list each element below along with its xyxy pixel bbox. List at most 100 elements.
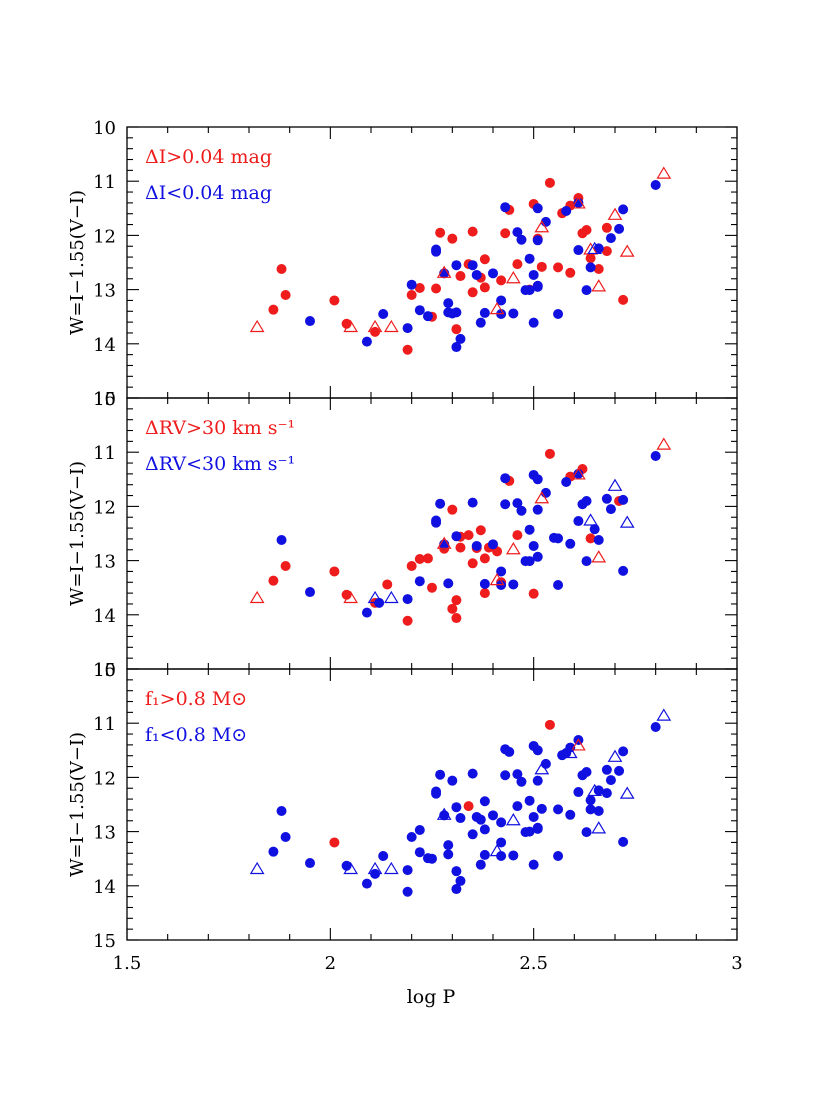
data-point-red-circle <box>593 264 604 275</box>
data-point-blue-circle <box>581 827 592 838</box>
data-point-blue-circle <box>451 531 462 542</box>
data-point-blue-circle <box>496 566 507 577</box>
data-point-blue-circle <box>431 786 442 797</box>
data-point-red-triangle <box>571 196 586 209</box>
data-point-blue-circle <box>573 245 584 256</box>
data-point-blue-circle <box>524 524 535 535</box>
data-point-blue-circle <box>280 832 291 843</box>
data-point-blue-circle <box>614 765 625 776</box>
data-point-blue-circle <box>573 787 584 798</box>
data-point-blue-circle <box>561 477 572 488</box>
data-point-blue-circle <box>443 849 454 860</box>
data-point-red-circle <box>427 582 437 593</box>
data-point-blue-circle <box>427 853 437 864</box>
data-point-blue-circle <box>443 840 454 851</box>
data-point-red-circle <box>512 530 523 541</box>
data-point-red-circle <box>601 246 612 257</box>
data-point-blue-circle <box>512 227 523 238</box>
data-point-blue-circle <box>561 206 572 217</box>
data-point-red-circle <box>479 588 490 599</box>
data-point-blue-circle <box>532 775 543 786</box>
panel-3: 10 11 12 13 14 15 W=I−1.55(V−I) f₁>0.8 M⊙ f₁<0.8… <box>67 660 738 952</box>
data-point-blue-circle <box>378 308 389 319</box>
data-point-blue-circle <box>516 234 527 245</box>
data-point-blue-circle <box>573 197 584 208</box>
data-point-red-circle <box>329 837 340 848</box>
panel-1: 10 11 12 13 14 15 W=I−1.55(V−I) ΔI>0.04 mag ΔI<0… <box>67 118 738 410</box>
x-tick-label: 3 <box>731 953 742 974</box>
data-point-blue-circle <box>451 802 462 813</box>
data-point-blue-circle <box>528 269 539 280</box>
data-point-blue-triangle <box>587 241 603 255</box>
data-point-red-circle <box>451 324 462 335</box>
data-point-blue-circle <box>553 579 564 590</box>
legend-entry: f₁>0.8 M⊙ <box>145 688 247 710</box>
data-point-red-circle <box>414 282 425 293</box>
data-point-red-triangle <box>656 437 672 450</box>
data-point-blue-triangle <box>656 708 672 721</box>
data-point-red-circle <box>402 344 413 355</box>
data-point-red-circle <box>268 575 279 586</box>
data-point-red-circle <box>406 290 417 301</box>
data-point-blue-circle <box>496 837 507 848</box>
data-point-blue-circle <box>479 307 490 318</box>
data-point-blue-circle <box>500 473 511 484</box>
data-point-blue-circle <box>305 858 315 869</box>
data-point-blue-circle <box>614 223 625 234</box>
data-point-blue-circle <box>524 253 535 264</box>
data-point-red-circle <box>447 504 458 515</box>
data-point-blue-circle <box>593 535 604 546</box>
data-point-blue-circle <box>508 308 519 319</box>
data-point-blue-circle <box>455 333 466 344</box>
data-point-blue-circle <box>536 803 547 814</box>
data-point-red-triangle <box>591 279 607 292</box>
data-point-blue-triangle <box>587 783 603 797</box>
data-point-blue-circle <box>532 504 543 515</box>
data-point-blue-circle <box>601 493 612 504</box>
data-point-red-circle <box>585 533 596 544</box>
data-point-blue-circle <box>479 796 490 807</box>
data-point-blue-triangle <box>505 813 521 826</box>
data-point-red-circle <box>431 283 442 294</box>
data-point-red-circle <box>414 553 425 564</box>
data-point-blue-circle <box>431 515 442 526</box>
data-point-blue-circle <box>406 832 417 843</box>
data-point-blue-circle <box>488 539 498 550</box>
data-point-red-triangle <box>656 166 672 179</box>
data-point-blue-circle <box>378 850 389 861</box>
data-point-blue-circle <box>618 565 629 576</box>
data-point-blue-circle <box>512 769 523 780</box>
data-point-blue-triangle <box>607 478 623 491</box>
data-point-red-circle <box>512 259 523 270</box>
data-point-blue-triangle <box>367 861 383 875</box>
data-point-red-circle <box>479 553 490 564</box>
data-point-blue-circle <box>601 788 612 799</box>
data-point-blue-circle <box>475 814 486 825</box>
data-point-blue-circle <box>581 556 592 567</box>
y-tick-label: 10 <box>93 389 116 410</box>
data-point-blue-circle <box>268 846 279 857</box>
data-point-blue-circle <box>488 810 498 821</box>
data-point-blue-circle <box>512 801 523 812</box>
data-point-blue-circle <box>451 260 462 271</box>
data-point-blue-circle <box>585 262 596 273</box>
data-point-red-circle <box>565 267 576 278</box>
data-point-blue-circle <box>532 280 543 291</box>
data-point-blue-circle <box>451 866 462 877</box>
y-tick-label: 12 <box>93 226 116 247</box>
data-point-blue-circle <box>422 311 433 322</box>
data-point-blue-circle <box>402 323 413 334</box>
y-tick-label: 13 <box>93 281 116 302</box>
data-point-blue-triangle <box>383 590 399 604</box>
data-point-red-circle <box>544 177 555 188</box>
data-point-blue-circle <box>496 295 507 306</box>
data-point-blue-circle <box>573 468 584 479</box>
panel-2: 10 11 12 13 14 15 W=I−1.55(V−I) ΔRV>30 km s⁻¹ ΔR… <box>67 389 738 681</box>
data-point-blue-circle <box>361 336 372 347</box>
data-point-red-triangle <box>436 265 452 278</box>
data-point-blue-circle <box>406 279 417 290</box>
data-point-red-circle <box>463 530 474 541</box>
data-point-blue-circle <box>528 811 539 822</box>
data-point-blue-circle <box>585 804 596 815</box>
